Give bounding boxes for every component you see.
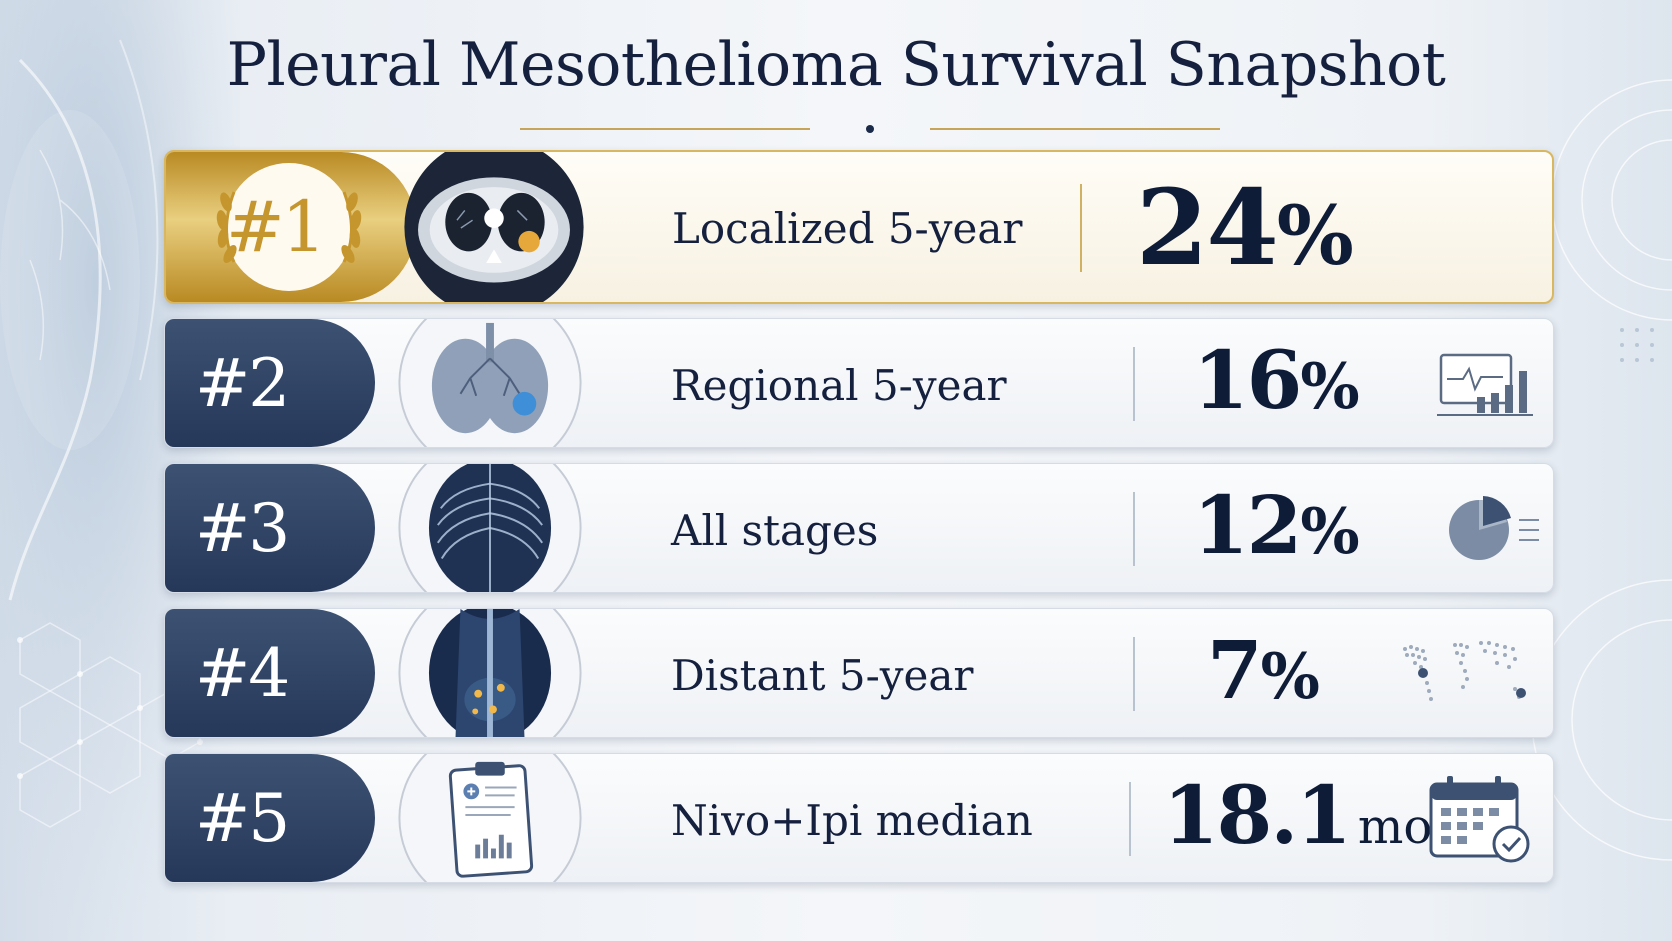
laurel-wreath-icon <box>216 163 362 291</box>
title-divider <box>520 125 1220 133</box>
row-divider <box>1133 347 1135 421</box>
row-label: Nivo+Ipi median <box>671 796 1033 845</box>
row-value: 7% <box>1207 623 1320 717</box>
row-value: 18.1 mo <box>1163 768 1432 862</box>
value-unit: % <box>1276 189 1354 284</box>
row-value: 16% <box>1193 333 1360 427</box>
world-map-icon <box>1403 641 1526 701</box>
row-divider <box>1133 637 1135 711</box>
rank-label: #3 <box>195 490 290 567</box>
clipboard-report-icon <box>398 754 582 882</box>
row-value: 12% <box>1193 478 1360 572</box>
rank-tab <box>165 464 375 592</box>
value-unit: % <box>1300 494 1359 568</box>
rank-tab <box>165 609 375 737</box>
value-number: 24 <box>1136 166 1279 289</box>
rank-tab <box>165 319 375 447</box>
lungs-icon <box>398 319 582 447</box>
row-divider <box>1129 782 1131 856</box>
value-number: 12 <box>1193 478 1302 572</box>
row-divider <box>1080 184 1082 272</box>
rank-label: #2 <box>195 345 290 422</box>
rank-tab <box>165 754 375 882</box>
ranking-row-3: #3 All stages 12% <box>164 463 1554 593</box>
value-number: 18.1 <box>1163 768 1352 862</box>
row-value: 24% <box>1136 166 1354 289</box>
ranking-row-2: #2 Regional 5-year 16% <box>164 318 1554 448</box>
value-number: 16 <box>1193 333 1302 427</box>
monitor-chart-icon <box>1437 353 1533 416</box>
row-label: Localized 5-year <box>672 204 1023 253</box>
rank-label: #1 <box>226 186 326 268</box>
ranking-row-4: #4 Distant 5-year 7% <box>164 608 1554 738</box>
chest-xray-icon <box>398 464 582 592</box>
value-unit: % <box>1300 349 1359 423</box>
row-label: Regional 5-year <box>671 361 1007 410</box>
pie-chart-icon <box>1449 496 1539 560</box>
body-xray-icon <box>398 609 582 737</box>
ranking-row-5: #5 Nivo+Ipi median 18.1 mo <box>164 753 1554 883</box>
value-number: 7 <box>1207 623 1263 717</box>
page-title: Pleural Mesothelioma Survival Snapshot <box>226 30 1446 100</box>
value-unit: % <box>1260 639 1320 713</box>
row-label: Distant 5-year <box>671 651 974 700</box>
row-label: All stages <box>671 506 879 555</box>
row-divider <box>1133 492 1135 566</box>
ranking-row-1: #1 Localized 5-year 24% <box>164 150 1554 304</box>
rank-label: #4 <box>195 635 290 712</box>
value-unit: mo <box>1357 799 1433 855</box>
ct-scan-icon <box>404 152 584 302</box>
rank-label: #5 <box>195 780 290 857</box>
calendar-check-icon <box>1429 776 1530 863</box>
